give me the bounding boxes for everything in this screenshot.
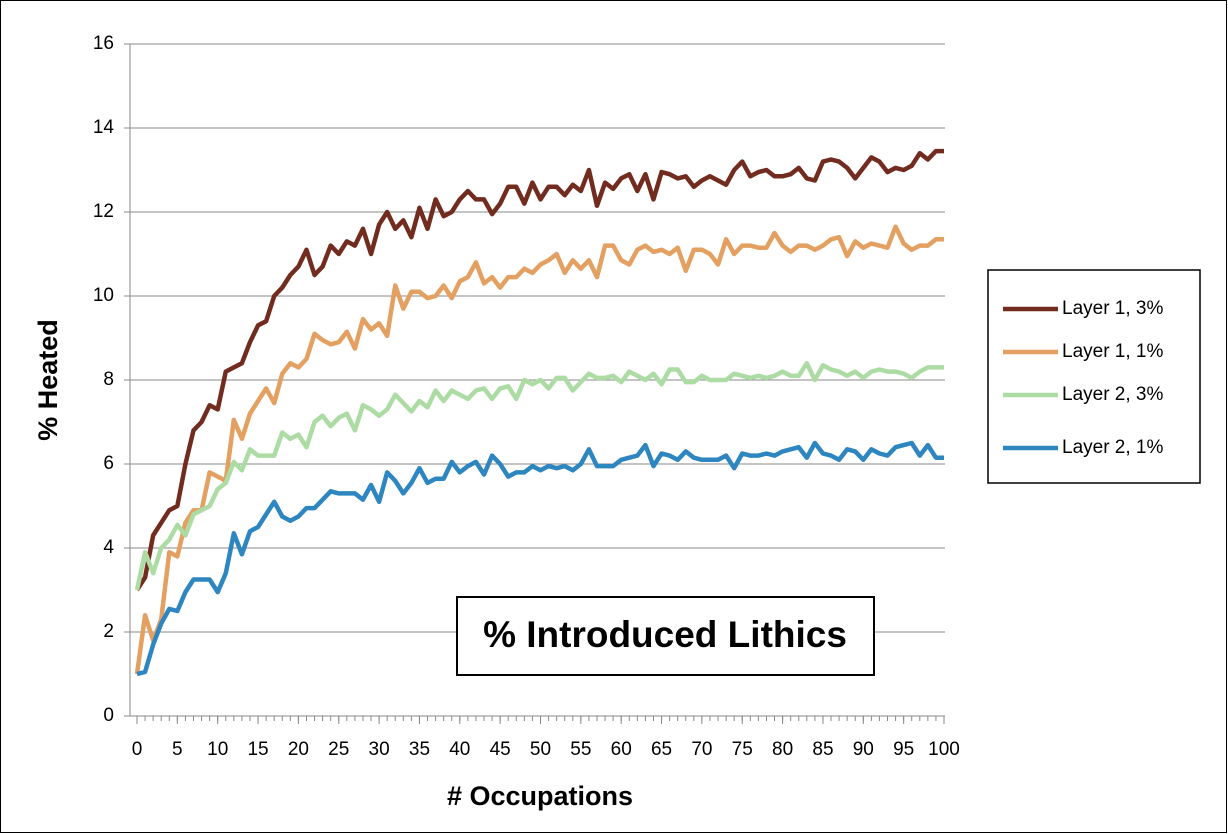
y-tick-label: 12 (93, 201, 114, 222)
x-tick-label: 10 (207, 739, 228, 760)
x-tick-label: 50 (530, 739, 551, 760)
line-series (136, 440, 944, 677)
x-tick-label: 5 (172, 739, 183, 760)
legend-label: Layer 1, 1% (1062, 341, 1163, 362)
line-series (135, 148, 944, 592)
x-tick-label: 70 (691, 739, 712, 760)
x-tick-label: 55 (570, 739, 591, 760)
x-tick-label: 40 (449, 739, 470, 760)
x-tick-label: 0 (132, 739, 143, 760)
y-tick-label: 0 (103, 705, 114, 726)
x-tick-label: 90 (853, 739, 874, 760)
y-tick-label: 10 (93, 285, 114, 306)
y-tick-label: 8 (103, 369, 114, 390)
y-tick-label: 2 (103, 621, 114, 642)
x-tick-label: 30 (369, 739, 390, 760)
legend-label: Layer 2, 3% (1062, 384, 1163, 405)
annotation: % Introduced Lithics (483, 614, 847, 655)
legend-label: Layer 2, 1% (1062, 437, 1163, 458)
x-tick-label: 85 (812, 739, 833, 760)
y-tick-label: 6 (103, 453, 114, 474)
x-tick-label: 100 (928, 739, 960, 760)
annotation-box (456, 596, 875, 676)
y-axis-title: % Heated (33, 319, 63, 441)
y-tick-label: 4 (103, 537, 114, 558)
x-tick-label: 45 (490, 739, 511, 760)
plot-area: 0 2 4 6 8 10 12 14 16 0 5 10 15 20 25 30 35 40 45 50 55 60 65 7… (93, 33, 960, 760)
x-tick-label: 35 (409, 739, 430, 760)
x-tick-label: 65 (651, 739, 672, 760)
x-tick-label: 15 (247, 739, 268, 760)
y-tick-label: 16 (93, 33, 114, 54)
line-series (134, 360, 944, 591)
y-tick-label: 14 (93, 117, 115, 138)
x-tick-label: 75 (732, 739, 753, 760)
x-tick-label: 25 (328, 739, 349, 760)
x-tick-label: 60 (611, 739, 632, 760)
legend-label: Layer 1, 3% (1062, 298, 1163, 319)
x-tick-label: 95 (893, 739, 914, 760)
x-tick-label: 20 (288, 739, 309, 760)
line-series (134, 224, 944, 675)
x-tick-label: 80 (772, 739, 793, 760)
x-axis-title: # Occupations (447, 781, 633, 811)
